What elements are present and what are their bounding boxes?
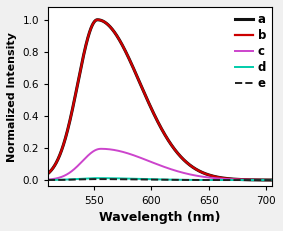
b [269, 179, 273, 181]
a [155, 119, 158, 121]
c [269, 179, 273, 181]
c [53, 177, 56, 180]
a [269, 179, 273, 181]
c [226, 178, 230, 180]
a [269, 179, 273, 181]
e [53, 179, 56, 181]
e [40, 179, 44, 181]
Line: d: d [42, 178, 278, 180]
Legend: a, b, c, d, e: a, b, c, d, e [233, 10, 268, 92]
b [149, 106, 152, 108]
Line: e: e [42, 179, 278, 180]
d [149, 178, 152, 181]
a [96, 18, 99, 21]
d [269, 179, 273, 181]
Line: a: a [42, 20, 278, 180]
c [149, 160, 152, 163]
b [96, 18, 99, 21]
e [269, 179, 273, 181]
d [96, 177, 99, 179]
d [155, 178, 158, 181]
b [269, 179, 273, 181]
Line: b: b [42, 20, 278, 180]
c [99, 147, 103, 150]
d [40, 179, 44, 181]
c [155, 163, 158, 166]
e [149, 178, 152, 181]
a [53, 165, 56, 167]
d [269, 179, 273, 181]
e [155, 178, 158, 181]
b [155, 119, 158, 121]
e [226, 179, 230, 181]
d [53, 179, 56, 181]
e [96, 178, 99, 180]
a [226, 177, 230, 180]
e [276, 179, 279, 181]
a [149, 106, 152, 108]
Line: c: c [42, 149, 278, 180]
e [269, 179, 273, 181]
c [269, 179, 273, 181]
b [226, 177, 230, 180]
b [40, 176, 44, 179]
a [40, 176, 44, 179]
c [40, 179, 44, 181]
d [276, 179, 279, 181]
c [276, 179, 279, 181]
d [226, 179, 230, 181]
Y-axis label: Normalized Intensity: Normalized Intensity [7, 32, 17, 162]
a [276, 179, 279, 181]
b [53, 165, 56, 167]
b [276, 179, 279, 181]
X-axis label: Wavelength (nm): Wavelength (nm) [99, 211, 221, 224]
